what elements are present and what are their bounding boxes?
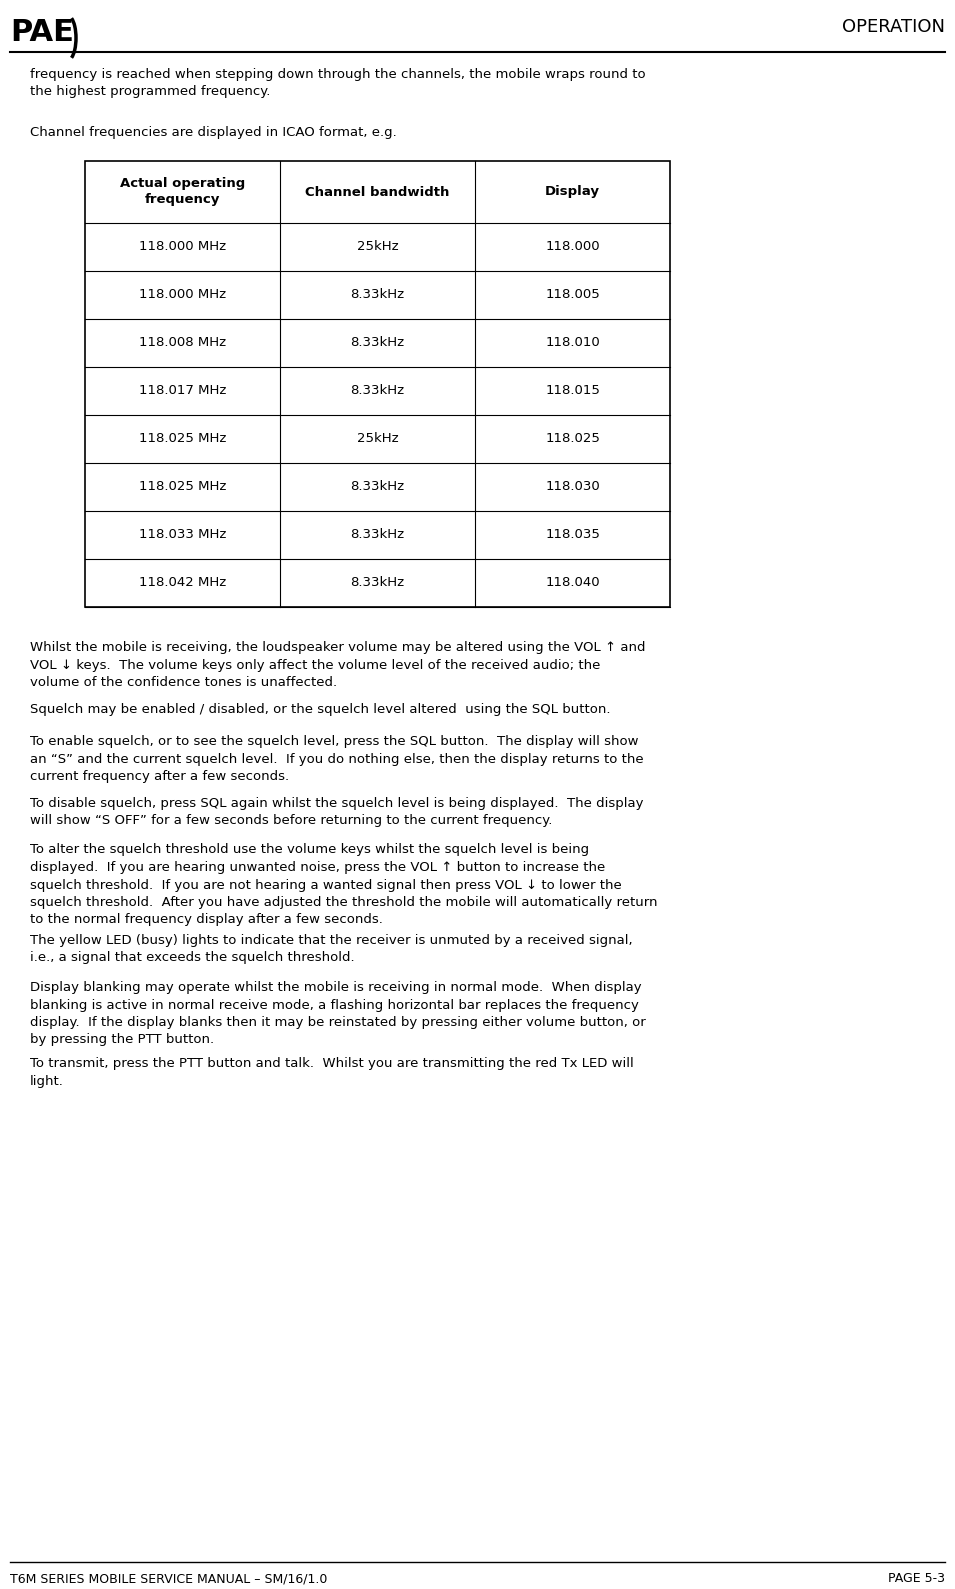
Text: 118.017 MHz: 118.017 MHz (138, 385, 226, 397)
Text: Whilst the mobile is receiving, the loudspeaker volume may be altered using the : Whilst the mobile is receiving, the loud… (30, 640, 646, 690)
Text: 118.035: 118.035 (545, 529, 600, 542)
Text: 25kHz: 25kHz (356, 432, 398, 445)
Text: 8.33kHz: 8.33kHz (350, 577, 405, 590)
Text: 118.010: 118.010 (545, 337, 600, 350)
Text: To disable squelch, press SQL again whilst the squelch level is being displayed.: To disable squelch, press SQL again whil… (30, 796, 644, 826)
Text: 8.33kHz: 8.33kHz (350, 337, 405, 350)
Text: T6M SERIES MOBILE SERVICE MANUAL – SM/16/1.0: T6M SERIES MOBILE SERVICE MANUAL – SM/16… (10, 1572, 328, 1584)
Text: 118.033 MHz: 118.033 MHz (138, 529, 226, 542)
Text: OPERATION: OPERATION (842, 17, 945, 37)
Bar (85, 160, 670, 607)
Text: Squelch may be enabled / disabled, or the squelch level altered  using the SQL b: Squelch may be enabled / disabled, or th… (30, 702, 610, 715)
Text: Display: Display (545, 186, 600, 199)
Text: 8.33kHz: 8.33kHz (350, 529, 405, 542)
Text: PAGE 5-3: PAGE 5-3 (888, 1572, 945, 1584)
Text: Channel bandwidth: Channel bandwidth (306, 186, 450, 199)
Text: 118.015: 118.015 (545, 385, 600, 397)
Text: 118.000 MHz: 118.000 MHz (138, 240, 226, 254)
Text: To enable squelch, or to see the squelch level, press the SQL button.  The displ: To enable squelch, or to see the squelch… (30, 736, 644, 783)
Text: To transmit, press the PTT button and talk.  Whilst you are transmitting the red: To transmit, press the PTT button and ta… (30, 1057, 634, 1087)
Text: 118.000: 118.000 (545, 240, 600, 254)
Text: Channel frequencies are displayed in ICAO format, e.g.: Channel frequencies are displayed in ICA… (30, 126, 396, 138)
Text: 118.040: 118.040 (545, 577, 600, 590)
Text: Display blanking may operate whilst the mobile is receiving in normal mode.  Whe: Display blanking may operate whilst the … (30, 980, 646, 1047)
Text: PAE: PAE (10, 17, 74, 48)
Text: 25kHz: 25kHz (356, 240, 398, 254)
Text: 8.33kHz: 8.33kHz (350, 480, 405, 494)
Text: 118.000 MHz: 118.000 MHz (138, 289, 226, 302)
Text: To alter the squelch threshold use the volume keys whilst the squelch level is b: To alter the squelch threshold use the v… (30, 844, 657, 926)
Text: 118.025 MHz: 118.025 MHz (138, 432, 226, 445)
Text: 118.030: 118.030 (545, 480, 600, 494)
Text: 118.008 MHz: 118.008 MHz (138, 337, 226, 350)
Text: 8.33kHz: 8.33kHz (350, 385, 405, 397)
Text: Actual operating
frequency: Actual operating frequency (120, 178, 245, 207)
Text: 118.005: 118.005 (545, 289, 600, 302)
Text: 8.33kHz: 8.33kHz (350, 289, 405, 302)
Text: 118.025 MHz: 118.025 MHz (138, 480, 226, 494)
Text: The yellow LED (busy) lights to indicate that the receiver is unmuted by a recei: The yellow LED (busy) lights to indicate… (30, 934, 632, 965)
Text: 118.025: 118.025 (545, 432, 600, 445)
Text: frequency is reached when stepping down through the channels, the mobile wraps r: frequency is reached when stepping down … (30, 68, 646, 99)
Text: 118.042 MHz: 118.042 MHz (138, 577, 226, 590)
